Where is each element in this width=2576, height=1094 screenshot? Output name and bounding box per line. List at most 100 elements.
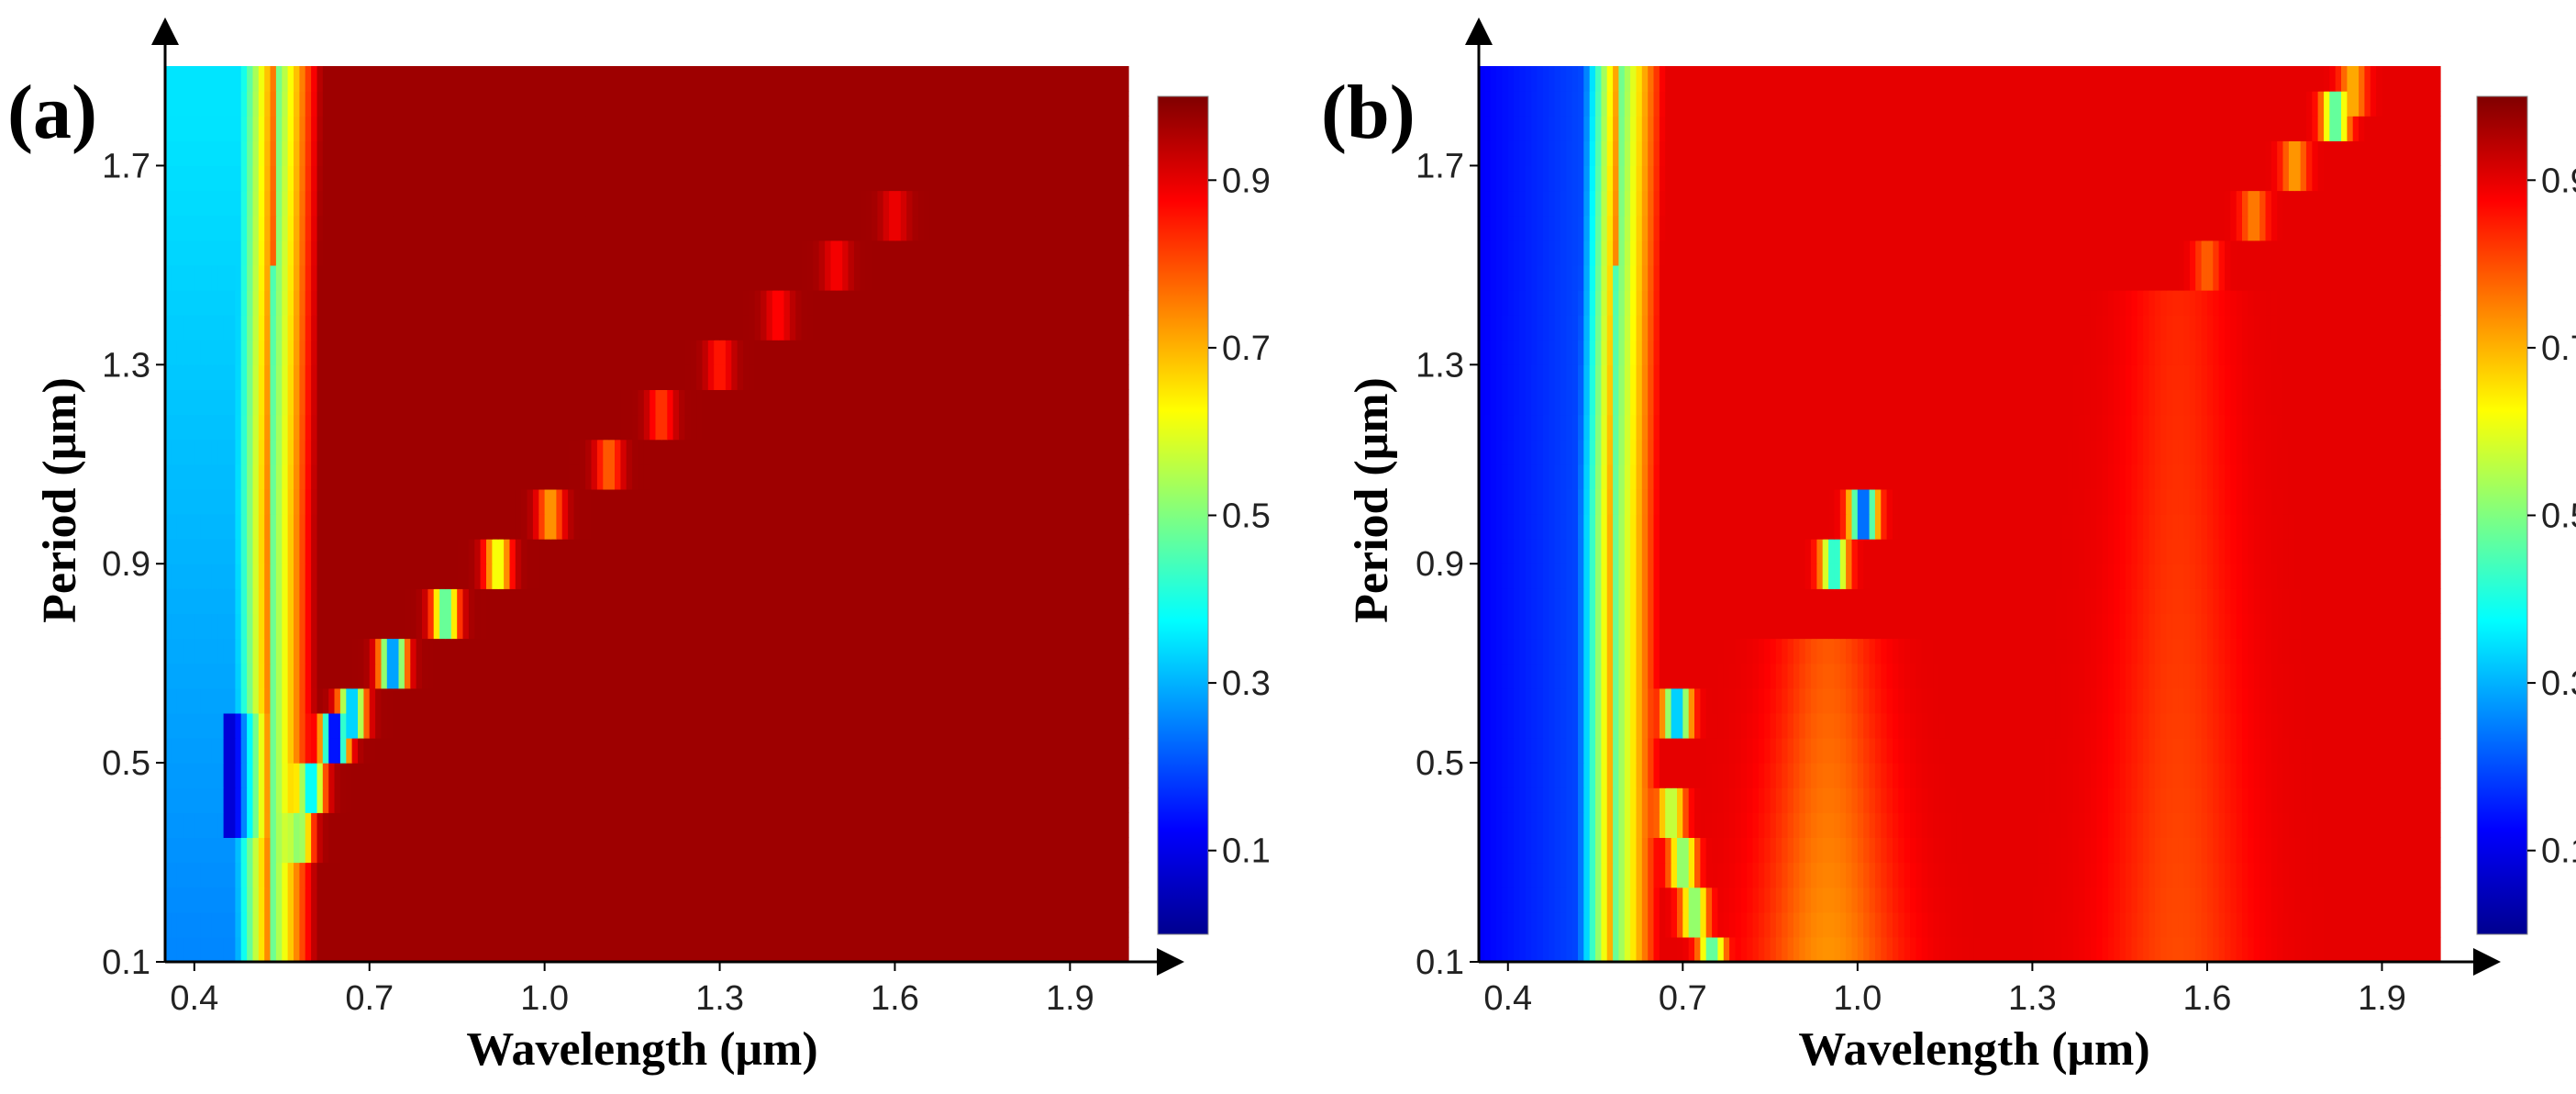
heatmap-cell <box>287 712 294 739</box>
heatmap-cell <box>264 315 272 340</box>
heatmap-cell <box>743 290 749 316</box>
heatmap-cell <box>807 911 814 938</box>
heatmap-cell <box>801 862 808 888</box>
heatmap-cell <box>439 514 447 540</box>
heatmap-cell <box>183 613 190 640</box>
heatmap-cell <box>865 712 872 739</box>
heatmap-cell <box>550 887 557 913</box>
heatmap-cell <box>848 687 855 714</box>
heatmap-cell <box>404 264 411 291</box>
heatmap-cell <box>544 613 551 640</box>
heatmap-cell <box>521 463 528 490</box>
heatmap-cell <box>398 290 405 316</box>
heatmap-cell <box>825 763 832 788</box>
heatmap-cell <box>626 936 633 963</box>
heatmap-cell <box>959 663 966 689</box>
heatmap-cell <box>971 638 978 664</box>
heatmap-cell <box>807 315 814 340</box>
heatmap-cell <box>427 738 435 764</box>
heatmap-cell <box>270 414 277 441</box>
heatmap-cell <box>1082 514 1089 540</box>
heatmap-cell <box>591 911 598 938</box>
heatmap-cell <box>258 812 265 838</box>
heatmap-cell <box>1122 340 1129 365</box>
heatmap-cell <box>836 539 843 564</box>
heatmap-cell <box>953 488 960 515</box>
heatmap-cell <box>947 936 954 963</box>
heatmap-cell <box>287 463 294 490</box>
heatmap-cell <box>462 911 470 938</box>
heatmap-cell <box>561 215 569 241</box>
heatmap-cell <box>1028 712 1036 739</box>
heatmap-cell <box>964 439 972 465</box>
heatmap-cell <box>1005 463 1013 490</box>
heatmap-cell <box>783 837 791 864</box>
heatmap-cell <box>275 463 283 490</box>
heatmap-cell <box>322 414 329 441</box>
heatmap-cell <box>240 663 248 689</box>
heatmap-cell <box>1064 539 1071 564</box>
heatmap-cell <box>749 240 756 266</box>
heatmap-cell <box>211 837 218 864</box>
heatmap-cell <box>754 837 761 864</box>
heatmap-cell <box>906 414 914 441</box>
heatmap-cell <box>1070 414 1077 441</box>
heatmap-cell <box>906 613 914 640</box>
heatmap-cell <box>1070 887 1077 913</box>
heatmap-cell <box>486 439 493 465</box>
heatmap-cell <box>1075 712 1083 739</box>
heatmap-cell <box>433 738 440 764</box>
heatmap-cell <box>836 240 843 266</box>
heatmap-cell <box>638 862 645 888</box>
heatmap-cell <box>480 588 487 614</box>
heatmap-cell <box>205 564 213 589</box>
heatmap-cell <box>731 687 738 714</box>
heatmap-cell <box>247 463 254 490</box>
heatmap-cell <box>906 862 914 888</box>
heatmap-cell <box>462 315 470 340</box>
heatmap-cell <box>964 911 972 938</box>
heatmap-cell <box>205 687 213 714</box>
heatmap-cell <box>1005 290 1013 316</box>
heatmap-cell <box>504 738 511 764</box>
heatmap-cell <box>509 264 516 291</box>
heatmap-cell <box>375 613 383 640</box>
heatmap-cell <box>416 389 423 416</box>
heatmap-cell <box>941 837 949 864</box>
heatmap-cell <box>258 539 265 564</box>
heatmap-cell <box>1005 837 1013 864</box>
heatmap-cell <box>818 712 826 739</box>
heatmap-cell <box>1035 812 1042 838</box>
heatmap-cell <box>375 414 383 441</box>
heatmap-cell <box>655 290 662 316</box>
heatmap-cell <box>369 763 376 788</box>
heatmap-cell <box>188 439 195 465</box>
heatmap-cell <box>702 738 709 764</box>
heatmap-cell <box>1122 439 1129 465</box>
heatmap-cell <box>860 315 867 340</box>
heatmap-cell <box>1040 936 1048 963</box>
heatmap-cell <box>883 837 890 864</box>
heatmap-cell <box>608 564 616 589</box>
heatmap-cell <box>328 190 336 217</box>
heatmap-cell <box>211 812 218 838</box>
heatmap-cell <box>527 414 534 441</box>
heatmap-cell <box>480 364 487 390</box>
heatmap-cell <box>240 315 248 340</box>
heatmap-cell <box>1028 936 1036 963</box>
heatmap-cell <box>632 638 639 664</box>
heatmap-cell <box>591 738 598 764</box>
heatmap-cell <box>275 862 283 888</box>
heatmap-cell <box>450 613 458 640</box>
heatmap-cell <box>1116 439 1124 465</box>
heatmap-cell <box>521 638 528 664</box>
heatmap-cell <box>351 315 359 340</box>
heatmap-cell <box>509 588 516 614</box>
heatmap-cell <box>982 389 989 416</box>
heatmap-cell <box>953 564 960 589</box>
heatmap-cell <box>393 340 400 365</box>
heatmap-cell <box>1011 290 1018 316</box>
heatmap-cell <box>1110 215 1117 241</box>
heatmap-cell <box>264 712 272 739</box>
heatmap-cell <box>544 488 551 515</box>
